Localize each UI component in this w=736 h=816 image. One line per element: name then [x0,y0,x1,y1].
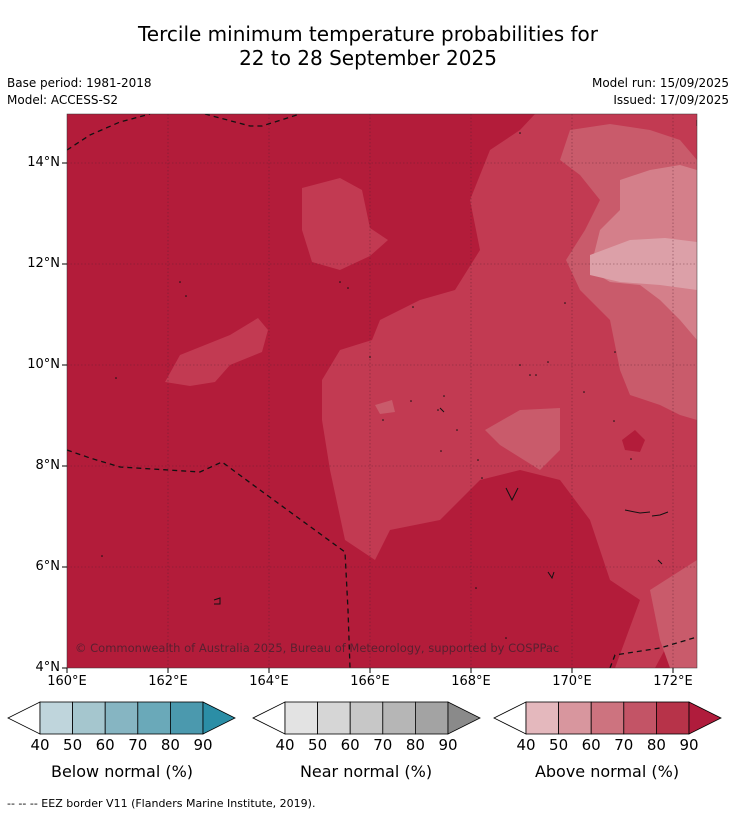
colorbar-tick-label: 60 [95,736,115,754]
colorbar-tick-label: 40 [275,736,295,754]
colorbar-segment [623,701,657,735]
model-name: Model: ACCESS-S2 [7,93,119,107]
colorbar-segment [39,701,73,735]
colorbar-low-extend [7,701,41,735]
colorbar-segment [137,701,171,735]
graticule [67,114,697,668]
colorbar-segment [525,701,559,735]
colorbar-tick-label: 50 [63,736,83,754]
above-70-region-center [485,408,560,470]
lat-tick-8n: 8°N [35,458,61,473]
colorbar-tick-label: 70 [373,736,393,754]
eez-footnote: -- -- -- EEZ border V11 (Flanders Marine… [7,797,316,810]
colorbar-segment [317,701,351,735]
colorbar-tick-label: 70 [614,736,634,754]
colorbar-segment [414,701,449,735]
above-80-region-west [165,318,268,386]
colorbar-high-extend [688,701,722,735]
islands [213,120,697,605]
colorbar-high-extend [202,701,236,735]
colorbar-segment [349,701,384,735]
copyright-notice: © Commonwealth of Australia 2025, Bureau… [75,641,560,655]
base-period: Base period: 1981-2018 [7,76,152,90]
lat-tick-12n: 12°N [27,256,60,271]
colorbar-tick-label: 90 [679,736,699,754]
map-title: Tercile minimum temperature probabilitie… [0,22,736,70]
island-dots [101,132,632,639]
colorbar-tick-label: 80 [646,736,666,754]
colorbar-tick-label: 80 [160,736,180,754]
colorbar-low-extend [493,701,527,735]
colorbar-near-normal [252,701,481,735]
colorbar-above-normal [493,701,722,735]
lat-tick-14n: 14°N [27,155,60,170]
eez-borders [67,114,697,668]
above-80-region-north [302,178,388,270]
colorbar-above-label: Above normal (%) [534,762,680,781]
above-70-region-small [375,400,395,414]
lon-tick-166e: 166°E [350,674,390,689]
lon-tick-160e: 160°E [47,674,87,689]
lat-tick-6n: 6°N [35,559,61,574]
model-run: Model run: 15/09/2025 [591,76,729,90]
colorbar-tick-label: 40 [516,736,536,754]
colorbar-segment [558,701,592,735]
colorbar-segment [169,701,204,735]
title-line-2: 22 to 28 September 2025 [239,46,497,70]
colorbar-tick-label: 60 [340,736,360,754]
lon-tick-172e: 172°E [653,674,693,689]
lat-tick-10n: 10°N [27,357,60,372]
colorbar-near-label: Near normal (%) [299,762,433,781]
probability-field [67,114,697,668]
above-60-light [590,238,697,290]
colorbar-high-extend [447,701,481,735]
colorbar-tick-label: 40 [30,736,50,754]
issued-date: Issued: 17/09/2025 [613,93,729,107]
lat-tick-4n: 4°N [35,660,61,675]
colorbar-tick-label: 60 [581,736,601,754]
colorbar-below-normal [7,701,236,735]
lon-tick-168e: 168°E [451,674,491,689]
colorbar-segment [72,701,106,735]
lon-tick-164e: 164°E [249,674,289,689]
meta-right: Model run: 15/09/2025 Issued: 17/09/2025 [592,75,729,109]
colorbar-segment [104,701,139,735]
colorbar-segment [590,701,625,735]
colorbar-segment [656,701,690,735]
map-frame [66,113,698,669]
colorbar-tick-label: 90 [193,736,213,754]
above-90-spot [622,430,645,452]
meta-left: Base period: 1981-2018 Model: ACCESS-S2 [7,75,152,109]
axis-ticks [62,162,674,673]
colorbar-segment [284,701,318,735]
colorbar-tick-label: 80 [405,736,425,754]
colorbar-below-label: Below normal (%) [50,762,194,781]
lon-tick-162e: 162°E [148,674,188,689]
colorbar-tick-label: 50 [549,736,569,754]
colorbar-low-extend [252,701,286,735]
colorbar-segment [382,701,416,735]
colorbar-tick-label: 50 [308,736,328,754]
lon-tick-170e: 170°E [552,674,592,689]
title-line-1: Tercile minimum temperature probabilitie… [137,22,599,46]
colorbar-tick-label: 70 [128,736,148,754]
colorbar-tick-label: 90 [438,736,458,754]
